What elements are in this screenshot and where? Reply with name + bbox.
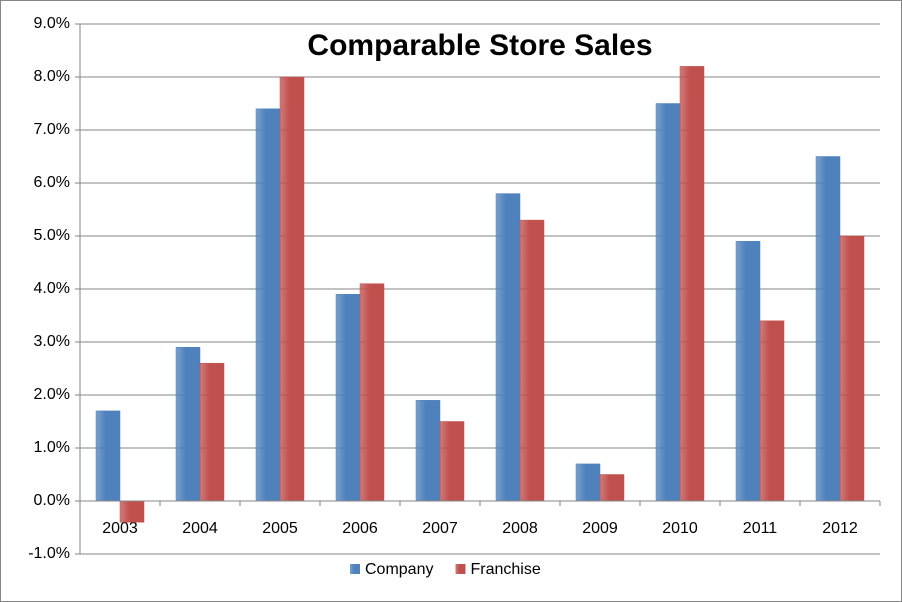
bar: [119, 500, 145, 523]
y-tick-label: 4.0%: [34, 280, 70, 297]
x-tick-label: 2006: [342, 520, 378, 537]
bar: [735, 241, 761, 502]
bar: [335, 294, 361, 502]
legend-label: Company: [365, 561, 433, 578]
bar: [439, 421, 465, 502]
bar: [839, 235, 865, 502]
bar: [359, 283, 385, 502]
y-tick-label: 9.0%: [34, 15, 70, 32]
y-tick-label: 7.0%: [34, 121, 70, 138]
bar: [815, 156, 841, 502]
y-tick-label: -1.0%: [28, 545, 70, 562]
bar: [759, 320, 785, 502]
bar: [575, 463, 601, 502]
y-tick-label: 6.0%: [34, 174, 70, 191]
bar: [655, 103, 681, 502]
bar: [495, 193, 521, 502]
x-tick-label: 2010: [662, 520, 698, 537]
x-tick-label: 2008: [502, 520, 538, 537]
y-tick-label: 2.0%: [34, 386, 70, 403]
legend-label: Franchise: [470, 561, 540, 578]
x-tick-label: 2012: [822, 520, 858, 537]
x-tick-label: 2009: [582, 520, 618, 537]
bar: [95, 410, 121, 502]
bar: [199, 362, 225, 502]
bar: [519, 219, 545, 502]
y-tick-label: 1.0%: [34, 439, 70, 456]
legend-swatch: [455, 564, 466, 574]
y-tick-label: 0.0%: [34, 492, 70, 509]
y-tick-label: 8.0%: [34, 68, 70, 85]
bar: [279, 76, 305, 502]
x-tick-label: 2003: [102, 520, 138, 537]
bar: [175, 347, 201, 502]
bar: [599, 474, 625, 502]
x-tick-label: 2004: [182, 520, 218, 537]
x-tick-label: 2007: [422, 520, 458, 537]
bar: [255, 108, 281, 502]
bar: [415, 400, 441, 502]
x-tick-label: 2011: [743, 520, 778, 537]
x-tick-label: 2005: [262, 520, 298, 537]
y-tick-label: 5.0%: [34, 227, 70, 244]
bar: [679, 66, 705, 502]
y-tick-label: 3.0%: [34, 333, 70, 350]
legend-swatch: [350, 564, 360, 574]
chart-title: Comparable Store Sales: [307, 29, 652, 62]
